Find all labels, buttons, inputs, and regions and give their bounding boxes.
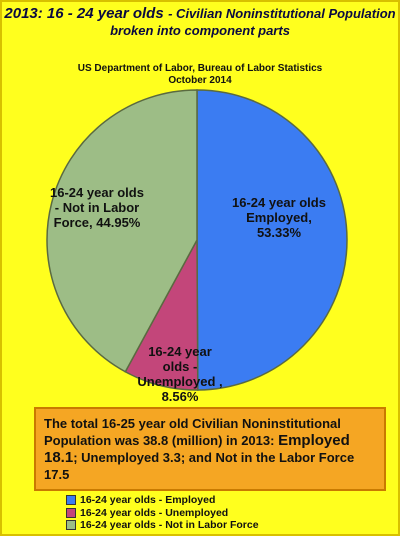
title-main: 2013: 16 - 24 year olds (4, 5, 164, 22)
data-label: 16-24 year olds Employed, 53.33% (232, 194, 326, 240)
pie-slice (196, 89, 348, 391)
annotation: The total 16-25 year old Civilian Nonins… (34, 407, 386, 491)
subtitle-line: US Department of Labor, Bureau of Labor … (77, 63, 323, 74)
legend-label: 16-24 year olds - Employed (80, 494, 216, 506)
legend-swatch (66, 507, 76, 518)
legend-entry: 16-24 year olds - Unemployed (66, 507, 259, 520)
legend-label: 16-24 year olds - Unemployed (80, 506, 229, 519)
data-label: 16-24 year olds - Unemployed , 8.56% (137, 344, 223, 404)
annotation-text: ; Unemployed 3.3; and Not in the Labor F… (44, 450, 355, 482)
subtitle-line: October 2014 (168, 75, 232, 86)
pie-slice (46, 89, 198, 373)
legend-entry: 16-24 year olds - Not in Labor Force (66, 519, 259, 532)
pie (46, 89, 348, 391)
annotation-highlight: Employed 18.1 (44, 432, 350, 466)
legend-label: 16-24 year olds - Not in Labor Force (80, 519, 259, 531)
legend: 16-24 year olds - Employed 16-24 year old… (66, 494, 259, 532)
title-rest: - Civilian Noninstitutional Population b… (110, 6, 396, 38)
chart-title: 2013: 16 - 24 year olds - Civilian Nonin… (2, 5, 398, 39)
subtitle: US Department of Labor, Bureau of Labor … (2, 63, 398, 87)
annotation-text: The total 16-25 year old Civilian Nonins… (44, 416, 341, 448)
legend-swatch (66, 495, 76, 506)
data-label: 16-24 year olds - Not in Labor Force, 44… (50, 184, 144, 230)
legend-swatch (66, 520, 76, 531)
legend-entry: 16-24 year olds - Employed (66, 494, 259, 507)
